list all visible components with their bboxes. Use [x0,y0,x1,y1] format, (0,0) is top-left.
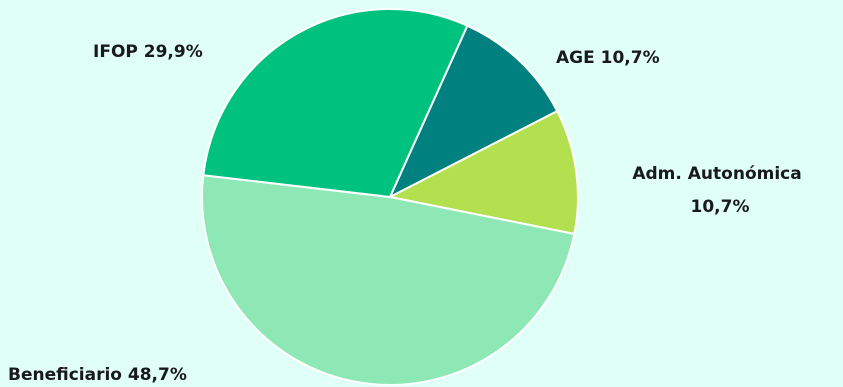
slice-ifop [202,8,469,199]
slice-adm-autonomica [386,109,579,236]
slice-beneficiario [201,174,576,386]
label-adm-autonomica: Adm. Autonómica 10,7% [632,164,807,217]
label-ifop: IFOP 29,9% [93,42,203,62]
pie-slices [201,8,579,386]
slice-age [387,24,559,200]
label-age: AGE 10,7% [556,48,660,68]
label-beneficiario: Beneficiario 48,7% [8,365,187,385]
pie-labels: AGE 10,7% Adm. Autonómica 10,7% Benefici… [8,42,807,385]
